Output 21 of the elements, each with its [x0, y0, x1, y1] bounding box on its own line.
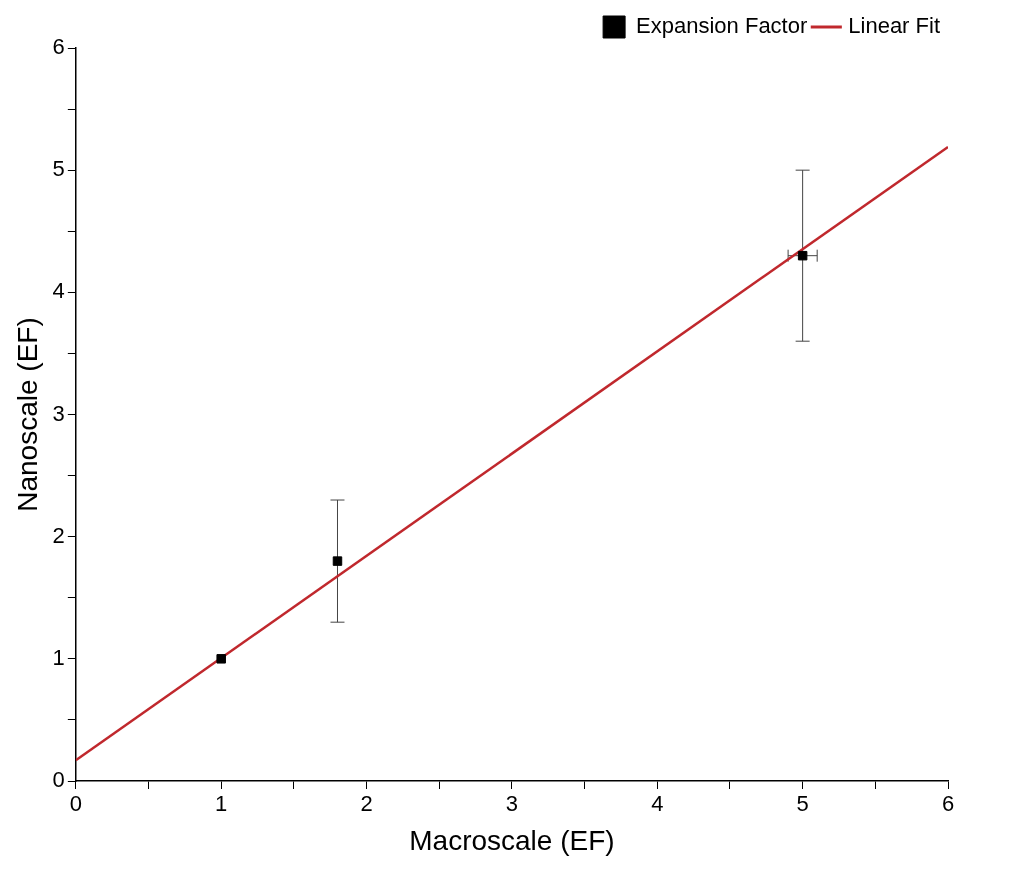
- y-tick-label: 6: [52, 34, 65, 60]
- y-tick-label: 2: [52, 522, 65, 548]
- x-tick-label: 2: [360, 791, 373, 817]
- point: [332, 556, 343, 566]
- x-tick-label: 1: [215, 791, 228, 817]
- y-axis-title: Nanoscale (EF): [11, 317, 43, 512]
- x-tick-label: 4: [651, 791, 664, 817]
- y-tick-label: 0: [52, 767, 65, 793]
- x-axis-title: Macroscale (EF): [409, 824, 615, 856]
- legend-label: Linear Fit: [848, 13, 941, 39]
- x-tick-label: 3: [505, 791, 519, 817]
- y-tick-label: 3: [52, 400, 65, 426]
- y-tick-label: 1: [52, 644, 65, 670]
- point: [797, 250, 808, 261]
- x-tick-label: 6: [941, 791, 955, 817]
- x-tick-label: 5: [796, 791, 809, 817]
- legend-label: Expansion Factor: [636, 13, 808, 39]
- y-tick-label: 5: [52, 156, 65, 182]
- point: [216, 654, 226, 664]
- y-tick-label: 4: [52, 278, 65, 304]
- x-tick-label: 0: [69, 791, 82, 817]
